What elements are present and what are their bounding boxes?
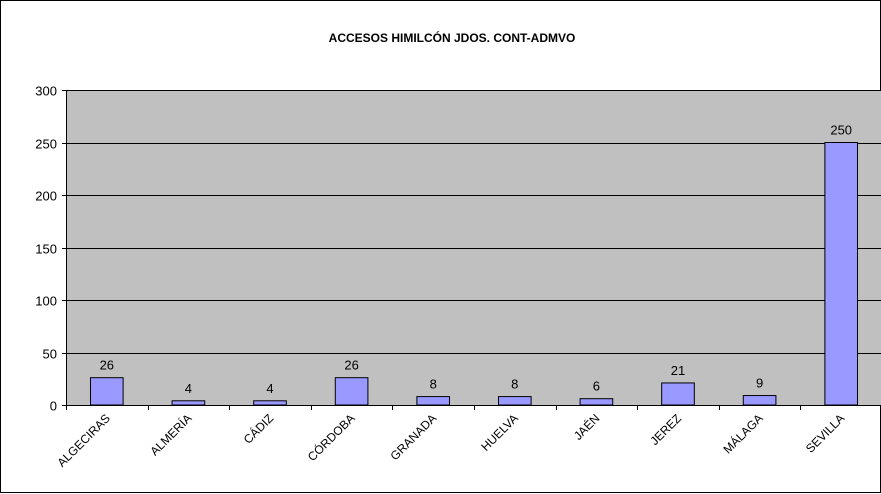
plot-area bbox=[66, 90, 881, 405]
y-tick-label: 100 bbox=[35, 294, 57, 309]
bar bbox=[661, 382, 695, 406]
bar bbox=[171, 400, 206, 406]
gridlines bbox=[66, 90, 881, 354]
category-label: GRANADA bbox=[387, 411, 439, 463]
data-label: 8 bbox=[511, 377, 518, 392]
category-label: ALMERÍA bbox=[147, 411, 195, 459]
data-label: 9 bbox=[756, 376, 763, 391]
x-axis-ticks: ALGECIRAS ALMERÍA CÁDIZ CÓRDOBA GRANADA HUELV… bbox=[54, 405, 847, 470]
data-label: 8 bbox=[430, 377, 437, 392]
bar bbox=[89, 377, 124, 406]
y-tick-label: 150 bbox=[35, 242, 57, 257]
category-label: JEREZ bbox=[647, 411, 684, 448]
category-label: ALGECIRAS bbox=[54, 411, 112, 469]
category-label: HUELVA bbox=[478, 411, 521, 454]
data-label: 4 bbox=[266, 381, 273, 396]
y-tick-label: 50 bbox=[43, 347, 57, 362]
y-tick-label: 0 bbox=[50, 399, 57, 414]
y-tick-label: 250 bbox=[35, 137, 57, 152]
category-label: CÓRDOBA bbox=[304, 411, 358, 465]
data-label: 6 bbox=[593, 379, 600, 394]
data-label: 4 bbox=[185, 381, 192, 396]
data-label: 26 bbox=[344, 358, 358, 373]
bars bbox=[89, 142, 859, 406]
category-label: CÁDIZ bbox=[240, 411, 276, 447]
chart-title: ACCESOS HIMILCÓN JDOS. CONT-ADMVO bbox=[329, 30, 576, 45]
bar bbox=[334, 377, 369, 406]
data-label: 26 bbox=[100, 358, 114, 373]
bar bbox=[253, 400, 287, 406]
bar bbox=[742, 395, 777, 406]
y-tick-label: 300 bbox=[35, 84, 57, 99]
category-label: SEVILLA bbox=[803, 411, 847, 455]
bar bbox=[497, 396, 532, 406]
category-label: JAÉN bbox=[570, 411, 602, 443]
bar bbox=[416, 396, 451, 406]
category-label: MÁLAGA bbox=[720, 411, 766, 457]
y-axis-ticks: 0 50 100 150 200 250 300 bbox=[35, 84, 66, 414]
data-label: 21 bbox=[671, 363, 685, 378]
y-tick-label: 200 bbox=[35, 189, 57, 204]
data-label: 250 bbox=[830, 123, 852, 138]
bar bbox=[824, 142, 859, 406]
axes bbox=[62, 90, 881, 409]
bar bbox=[579, 398, 614, 406]
